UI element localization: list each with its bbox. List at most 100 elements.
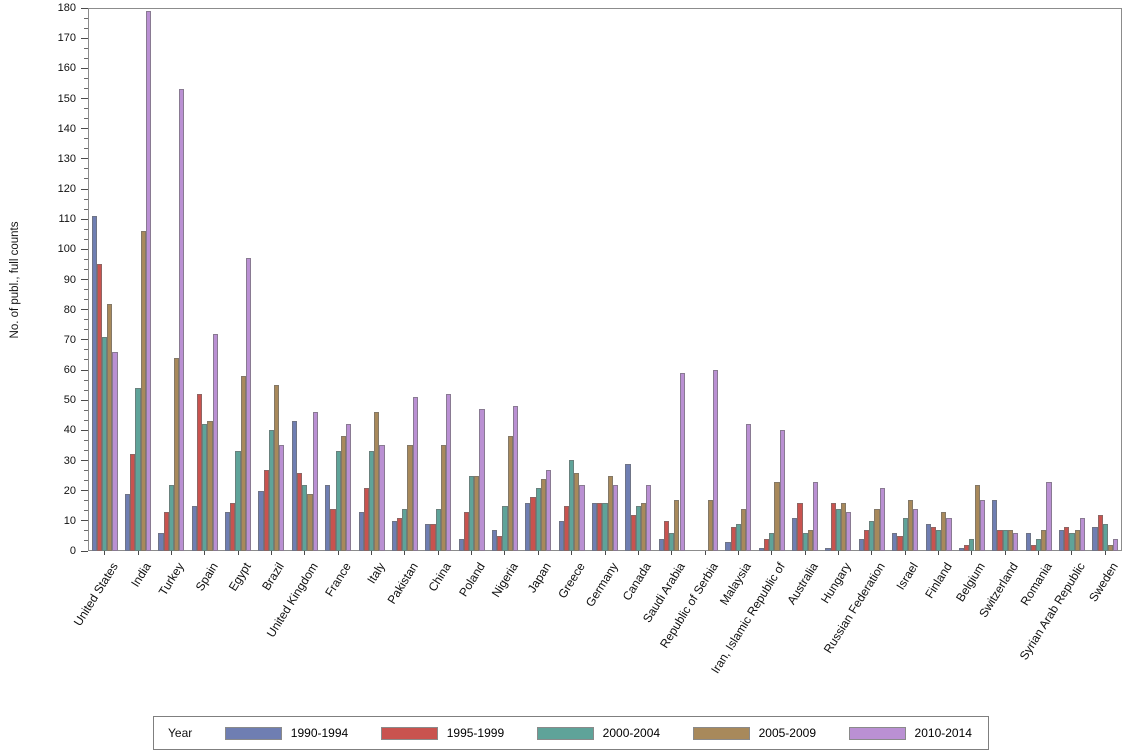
y-major-tick <box>81 339 88 341</box>
plot-area <box>88 8 1122 551</box>
x-category-tick <box>637 551 639 555</box>
bar-2010-2014 <box>812 482 819 551</box>
y-tick-label: 20 <box>63 484 76 497</box>
bar-2000-2004 <box>368 451 375 551</box>
bar-2005-2009 <box>173 358 180 551</box>
bar-2010-2014 <box>245 258 252 551</box>
bar-1995-1999 <box>96 264 103 551</box>
bar-1995-1999 <box>463 512 469 551</box>
legend-series-label: 2005-2009 <box>758 726 816 740</box>
y-major-tick <box>81 309 88 311</box>
bar-2010-2014 <box>212 334 218 551</box>
bar-1995-1999 <box>630 515 636 551</box>
legend-item: 1995-1999 <box>380 726 504 740</box>
bar-2010-2014 <box>112 352 118 551</box>
x-category-tick <box>404 551 406 555</box>
bar-2010-2014 <box>946 518 952 551</box>
bar-2010-2014 <box>912 509 919 551</box>
y-minor-tick <box>84 228 88 230</box>
y-minor-tick <box>84 540 88 542</box>
bar-2010-2014 <box>779 430 785 551</box>
bar-1990-1994 <box>1058 530 1065 551</box>
x-category-tick <box>1004 551 1006 555</box>
bar-1995-1999 <box>1097 515 1103 551</box>
bar-1995-1999 <box>897 536 903 551</box>
bar-1995-1999 <box>997 530 1003 551</box>
bar-2000-2004 <box>302 485 308 551</box>
y-major-tick <box>81 7 88 9</box>
y-tick-label: 50 <box>63 394 76 407</box>
x-category-tick <box>837 551 839 555</box>
bar-2005-2009 <box>841 503 847 551</box>
bar-1995-1999 <box>530 497 536 551</box>
y-minor-tick <box>84 47 88 49</box>
bar-1995-1999 <box>864 530 870 551</box>
y-minor-tick <box>84 238 88 240</box>
y-minor-tick <box>84 439 88 441</box>
bar-1995-1999 <box>397 518 403 551</box>
y-minor-tick <box>84 138 88 140</box>
bar-1990-1994 <box>792 518 798 551</box>
x-category-tick <box>371 551 373 555</box>
legend-title: Year <box>168 726 193 740</box>
y-minor-tick <box>84 299 88 301</box>
y-major-tick <box>81 399 88 401</box>
x-category-tick <box>104 551 106 555</box>
legend: Year 1990-1994 1995-1999 2000-2004 2005-200… <box>153 716 989 750</box>
bar-2000-2004 <box>902 518 908 551</box>
legend-swatch <box>848 726 906 740</box>
bar-1995-1999 <box>797 503 803 551</box>
legend-series-label: 2010-2014 <box>914 726 972 740</box>
y-tick-label: 0 <box>69 545 76 557</box>
bar-2010-2014 <box>1113 539 1119 551</box>
bar-1990-1994 <box>358 512 364 551</box>
x-category-tick <box>437 551 439 555</box>
bar-2010-2014 <box>1046 482 1052 551</box>
y-minor-tick <box>84 379 88 381</box>
y-tick-label: 180 <box>57 2 76 14</box>
bar-1995-1999 <box>297 473 303 551</box>
x-category-tick <box>471 551 473 555</box>
bar-2000-2004 <box>602 503 608 551</box>
bar-2000-2004 <box>1036 539 1042 551</box>
bar-2000-2004 <box>402 509 408 551</box>
bar-2005-2009 <box>907 500 913 551</box>
bar-2000-2004 <box>102 337 108 551</box>
bar-2000-2004 <box>669 533 675 551</box>
bar-2010-2014 <box>279 445 285 551</box>
x-category-tick <box>204 551 206 555</box>
y-minor-tick <box>84 419 88 421</box>
x-category-tick <box>904 551 906 555</box>
bar-2000-2004 <box>335 451 341 551</box>
y-minor-tick <box>84 148 88 150</box>
bar-2010-2014 <box>979 500 985 551</box>
y-minor-tick <box>84 118 88 120</box>
bar-2000-2004 <box>168 485 174 551</box>
bar-1990-1994 <box>892 533 898 551</box>
bar-1995-1999 <box>830 503 836 551</box>
y-tick-label: 70 <box>63 333 76 346</box>
y-tick-label: 120 <box>57 183 76 195</box>
bar-2000-2004 <box>435 509 441 551</box>
y-major-tick <box>81 429 88 431</box>
bar-1990-1994 <box>291 421 297 551</box>
y-minor-tick <box>84 178 88 180</box>
bar-2000-2004 <box>569 460 575 551</box>
bar-2005-2009 <box>1007 530 1014 551</box>
bar-1990-1994 <box>858 539 865 551</box>
y-minor-tick <box>84 359 88 361</box>
bar-1990-1994 <box>125 494 131 551</box>
bar-1990-1994 <box>491 530 498 551</box>
y-tick-label: 60 <box>63 364 76 376</box>
bar-2005-2009 <box>741 509 747 551</box>
bar-2005-2009 <box>240 376 246 551</box>
bar-2000-2004 <box>1002 530 1008 551</box>
x-category-tick <box>571 551 573 555</box>
bar-1995-1999 <box>1064 527 1070 551</box>
y-major-tick <box>81 279 88 280</box>
y-tick-label: 110 <box>58 213 76 226</box>
bar-1990-1994 <box>158 533 164 551</box>
y-minor-tick <box>84 349 88 351</box>
bar-2010-2014 <box>679 373 685 551</box>
y-minor-tick <box>84 258 88 260</box>
